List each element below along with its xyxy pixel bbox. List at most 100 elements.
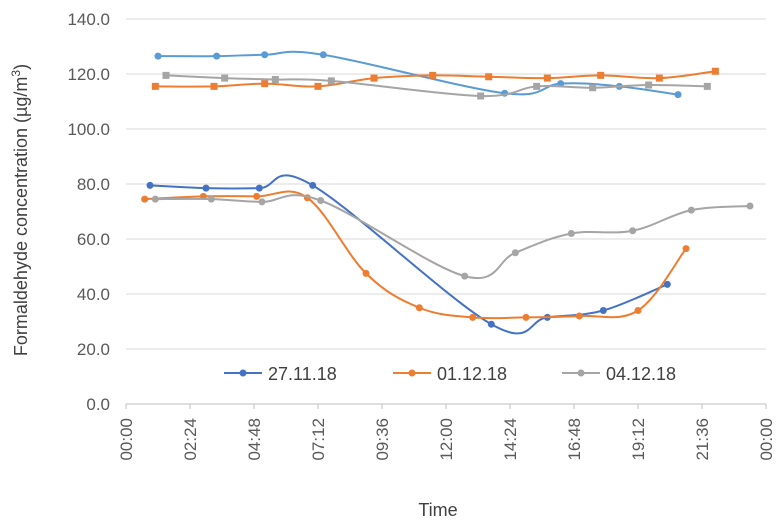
y-axis-title-end: ) xyxy=(11,64,31,70)
data-point xyxy=(746,202,754,210)
data-point xyxy=(543,74,551,82)
data-point xyxy=(255,184,263,192)
data-point xyxy=(151,195,159,203)
series-line xyxy=(155,194,751,279)
x-tick-label: 04:48 xyxy=(245,418,264,461)
data-point xyxy=(221,74,229,82)
data-point xyxy=(309,181,317,189)
series-01.12.18 xyxy=(141,190,690,321)
data-point xyxy=(362,269,370,277)
series-27.11.18 xyxy=(146,174,671,335)
series-upper-5 xyxy=(162,71,711,100)
data-point xyxy=(141,195,149,203)
data-point xyxy=(703,82,711,90)
y-tick-label: 120.0 xyxy=(67,65,110,84)
data-point xyxy=(522,313,530,321)
x-axis-ticks: 00:00 02:24 04:48 07:12 09:36 12:00 14:24 16:48… xyxy=(117,404,776,461)
data-point xyxy=(682,245,690,253)
data-point xyxy=(629,227,637,235)
data-point xyxy=(461,272,469,280)
y-tick-label: 0.0 xyxy=(86,395,110,414)
data-point xyxy=(162,71,170,79)
data-point xyxy=(314,82,322,90)
series-line xyxy=(157,50,679,96)
y-tick-label: 40.0 xyxy=(77,285,110,304)
data-point xyxy=(597,71,605,79)
legend-marker xyxy=(577,369,585,377)
y-axis-title-main: Formaldehyde concentration (µg/m xyxy=(11,77,31,357)
series-line xyxy=(149,174,668,335)
series-line xyxy=(165,74,708,98)
legend-marker xyxy=(239,369,247,377)
y-axis-title-superscript: 3 xyxy=(9,70,23,77)
x-tick-label: 07:12 xyxy=(309,418,328,461)
data-point xyxy=(207,195,215,203)
data-point xyxy=(253,192,261,200)
data-point xyxy=(210,82,218,90)
legend: 27.11.18 01.12.18 04.12.18 xyxy=(224,364,676,384)
data-point xyxy=(687,206,695,214)
data-point xyxy=(485,73,493,81)
y-tick-label: 80.0 xyxy=(77,175,110,194)
series-upper-4 xyxy=(151,67,719,90)
series-04.12.18 xyxy=(151,194,754,280)
x-tick-label: 09:36 xyxy=(373,418,392,461)
data-point xyxy=(429,71,437,79)
data-point xyxy=(261,51,269,59)
series-upper-3 xyxy=(154,50,682,99)
data-point xyxy=(477,92,485,100)
data-point xyxy=(711,67,719,75)
data-point xyxy=(663,280,671,288)
x-tick-label: 00:00 xyxy=(117,418,136,461)
y-axis-title: Formaldehyde concentration (µg/m3) xyxy=(9,64,31,356)
data-point xyxy=(319,51,327,59)
data-point xyxy=(511,249,519,257)
data-point xyxy=(575,312,583,320)
x-axis-title: Time xyxy=(418,500,457,520)
data-point xyxy=(151,82,159,90)
gridlines xyxy=(126,18,766,405)
x-tick-label: 19:12 xyxy=(629,418,648,461)
data-point xyxy=(327,77,335,85)
data-point xyxy=(213,52,221,60)
data-point xyxy=(567,230,575,237)
data-point xyxy=(271,76,279,83)
legend-label: 04.12.18 xyxy=(606,364,676,384)
y-tick-label: 140.0 xyxy=(67,10,110,29)
data-point xyxy=(258,198,266,206)
data-point xyxy=(317,197,325,204)
x-tick-label: 12:00 xyxy=(437,418,456,461)
legend-item: 04.12.18 xyxy=(562,364,676,384)
series-layer xyxy=(141,50,754,335)
data-point xyxy=(261,80,269,88)
data-point xyxy=(533,82,541,90)
data-point xyxy=(674,91,682,99)
y-axis-ticks: 0.0 20.0 40.0 60.0 80.0 100.0 120.0 140.0 xyxy=(67,10,110,414)
data-point xyxy=(146,181,154,189)
data-point xyxy=(634,307,642,314)
legend-label: 01.12.18 xyxy=(437,364,507,384)
series-line xyxy=(144,190,687,320)
y-tick-label: 60.0 xyxy=(77,230,110,249)
legend-marker xyxy=(408,369,416,377)
y-tick-label: 20.0 xyxy=(77,340,110,359)
data-point xyxy=(202,184,210,192)
data-point xyxy=(645,81,653,89)
data-point xyxy=(154,52,162,60)
data-point xyxy=(589,84,597,92)
x-tick-label: 02:24 xyxy=(181,418,200,461)
data-point xyxy=(487,320,495,328)
x-tick-label: 21:36 xyxy=(693,418,712,461)
data-point xyxy=(469,313,477,321)
data-point xyxy=(655,74,663,82)
legend-item: 27.11.18 xyxy=(224,364,337,384)
data-point xyxy=(415,304,423,312)
legend-item: 01.12.18 xyxy=(393,364,507,384)
data-point xyxy=(370,74,378,82)
legend-label: 27.11.18 xyxy=(268,364,337,384)
x-tick-label: 14:24 xyxy=(501,418,520,461)
data-point xyxy=(599,307,607,314)
x-tick-label: 16:48 xyxy=(565,418,584,461)
x-tick-label: 00:00 xyxy=(757,418,776,461)
